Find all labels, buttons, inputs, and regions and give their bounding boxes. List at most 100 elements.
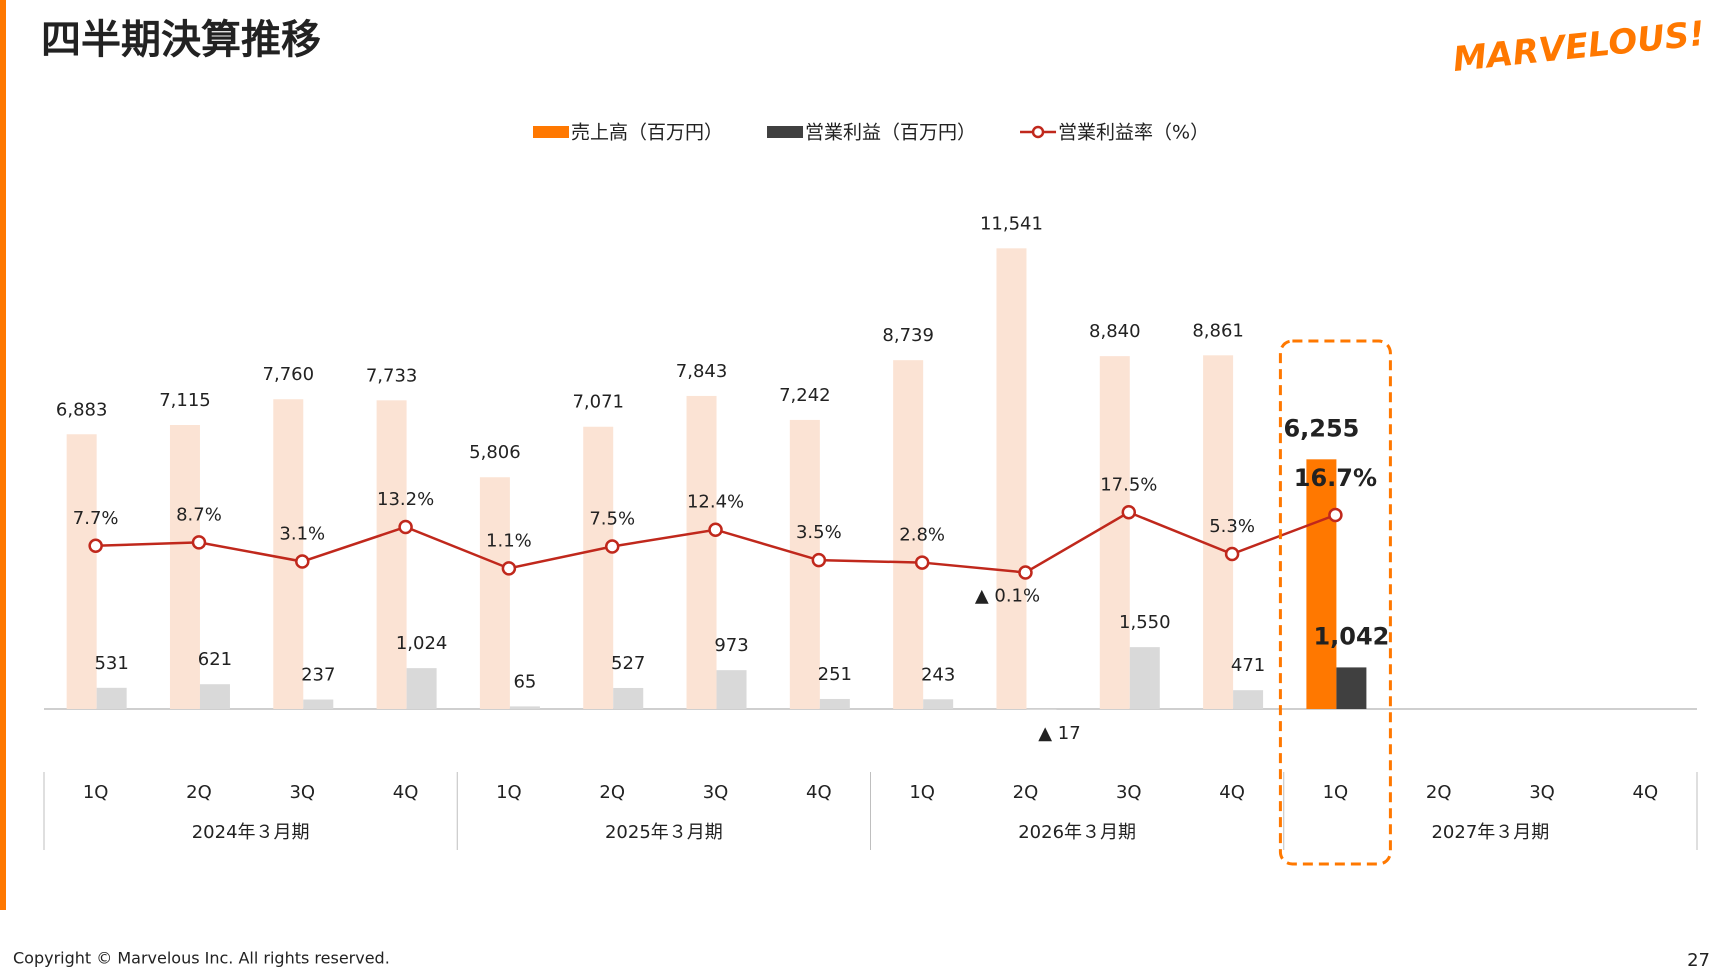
bar — [1306, 459, 1337, 709]
bar — [893, 360, 924, 709]
value-label: 11,541 — [980, 213, 1043, 234]
bar — [819, 698, 850, 709]
x-tick-label: 1Q — [83, 782, 109, 803]
logo: MARVELOUS! — [1451, 14, 1707, 80]
value-label: 8,840 — [1089, 321, 1141, 342]
group-label: 2025年３月期 — [605, 822, 723, 843]
value-label: 7,733 — [366, 365, 418, 386]
bar — [66, 434, 97, 709]
value-label: 7,071 — [572, 392, 624, 413]
x-tick-label: 2Q — [1426, 782, 1452, 803]
value-label: 471 — [1231, 655, 1265, 676]
x-tick-label: 4Q — [393, 782, 419, 803]
copyright: Copyright © Marvelous Inc. All rights re… — [13, 949, 390, 968]
x-tick-label: 1Q — [909, 782, 935, 803]
value-label: 527 — [611, 653, 645, 674]
value-label: 6,255 — [1283, 414, 1359, 442]
legend-marker — [1031, 125, 1045, 139]
value-label: 243 — [921, 664, 955, 685]
slide-title: 四半期決算推移 — [41, 17, 321, 63]
highlight-frame — [1278, 339, 1392, 866]
line-point — [914, 555, 930, 570]
value-label: 1,024 — [396, 633, 448, 654]
line-point — [501, 561, 517, 576]
legend-label: 営業利益率（%） — [1058, 122, 1209, 144]
x-tick-label: 4Q — [806, 782, 832, 803]
line-point — [1224, 546, 1240, 562]
bar — [686, 395, 717, 709]
bar — [1129, 647, 1160, 709]
bar — [273, 399, 304, 709]
line-point — [1328, 507, 1343, 523]
value-label: 65 — [513, 671, 536, 692]
line-point — [191, 535, 207, 550]
value-label: 8.7% — [176, 504, 222, 525]
legend-label: 営業利益（百万円） — [805, 122, 976, 144]
value-label: 1,550 — [1119, 612, 1171, 633]
line-point — [604, 539, 620, 554]
legend-swatch — [533, 126, 569, 138]
accent-bar — [0, 0, 6, 910]
x-tick-label: 3Q — [1116, 782, 1142, 803]
bar — [923, 699, 954, 709]
value-label: 7.7% — [73, 508, 119, 529]
bar — [613, 687, 644, 709]
value-label: 7,843 — [676, 361, 728, 382]
line-point — [811, 552, 827, 568]
line-point — [88, 538, 103, 554]
value-label: 17.5% — [1100, 474, 1157, 495]
group-label: 2027年３月期 — [1431, 822, 1549, 843]
value-label: 7,242 — [779, 385, 831, 406]
value-label: 7.5% — [589, 508, 635, 529]
group-label: 2024年３月期 — [192, 822, 310, 843]
value-label: 973 — [714, 635, 748, 656]
bar — [1233, 690, 1264, 709]
value-label: 5.3% — [1209, 516, 1255, 537]
value-label: 6,883 — [56, 399, 108, 420]
value-label: 251 — [818, 664, 852, 685]
bar — [169, 424, 200, 709]
x-tick-label: 3Q — [1529, 782, 1555, 803]
bar — [1026, 709, 1057, 710]
x-tick-label: 1Q — [496, 782, 522, 803]
value-label: ▲ 0.1% — [975, 585, 1040, 606]
bar — [479, 477, 510, 709]
group-label: 2026年３月期 — [1018, 822, 1136, 843]
bar — [509, 706, 540, 709]
legend-label: 売上高（百万円） — [571, 122, 723, 144]
bar — [1336, 667, 1367, 709]
bar — [583, 426, 614, 709]
value-label: 16.7% — [1294, 464, 1377, 492]
line-point — [398, 519, 413, 535]
bar — [406, 668, 437, 709]
value-label: 13.2% — [377, 489, 434, 510]
line-point — [295, 554, 310, 569]
value-label: 3.5% — [796, 522, 842, 543]
value-label: 5,806 — [469, 442, 521, 463]
value-label: 7,115 — [159, 390, 211, 411]
value-label: 531 — [94, 653, 128, 674]
line-point — [1121, 505, 1137, 520]
bar — [1099, 356, 1130, 709]
x-tick-label: 3Q — [289, 782, 315, 803]
value-label: 237 — [301, 665, 335, 686]
value-label: 7,760 — [263, 364, 315, 385]
value-label: 621 — [198, 649, 232, 670]
bar — [376, 400, 407, 709]
legend-swatch — [767, 126, 804, 138]
value-label: 8,861 — [1192, 320, 1244, 341]
value-label: 2.8% — [899, 525, 945, 546]
x-tick-label: 2Q — [1013, 782, 1039, 803]
value-label: 1.1% — [486, 530, 532, 551]
line-point — [1018, 565, 1033, 580]
page-number: 27 — [1687, 950, 1710, 971]
x-tick-label: 4Q — [1219, 782, 1245, 803]
value-label: 3.1% — [279, 524, 325, 545]
value-label: 1,042 — [1313, 622, 1389, 650]
bar — [996, 248, 1027, 709]
line-point — [708, 522, 723, 537]
value-label: 8,739 — [882, 325, 934, 346]
bar — [303, 699, 334, 709]
x-tick-label: 4Q — [1633, 782, 1659, 803]
